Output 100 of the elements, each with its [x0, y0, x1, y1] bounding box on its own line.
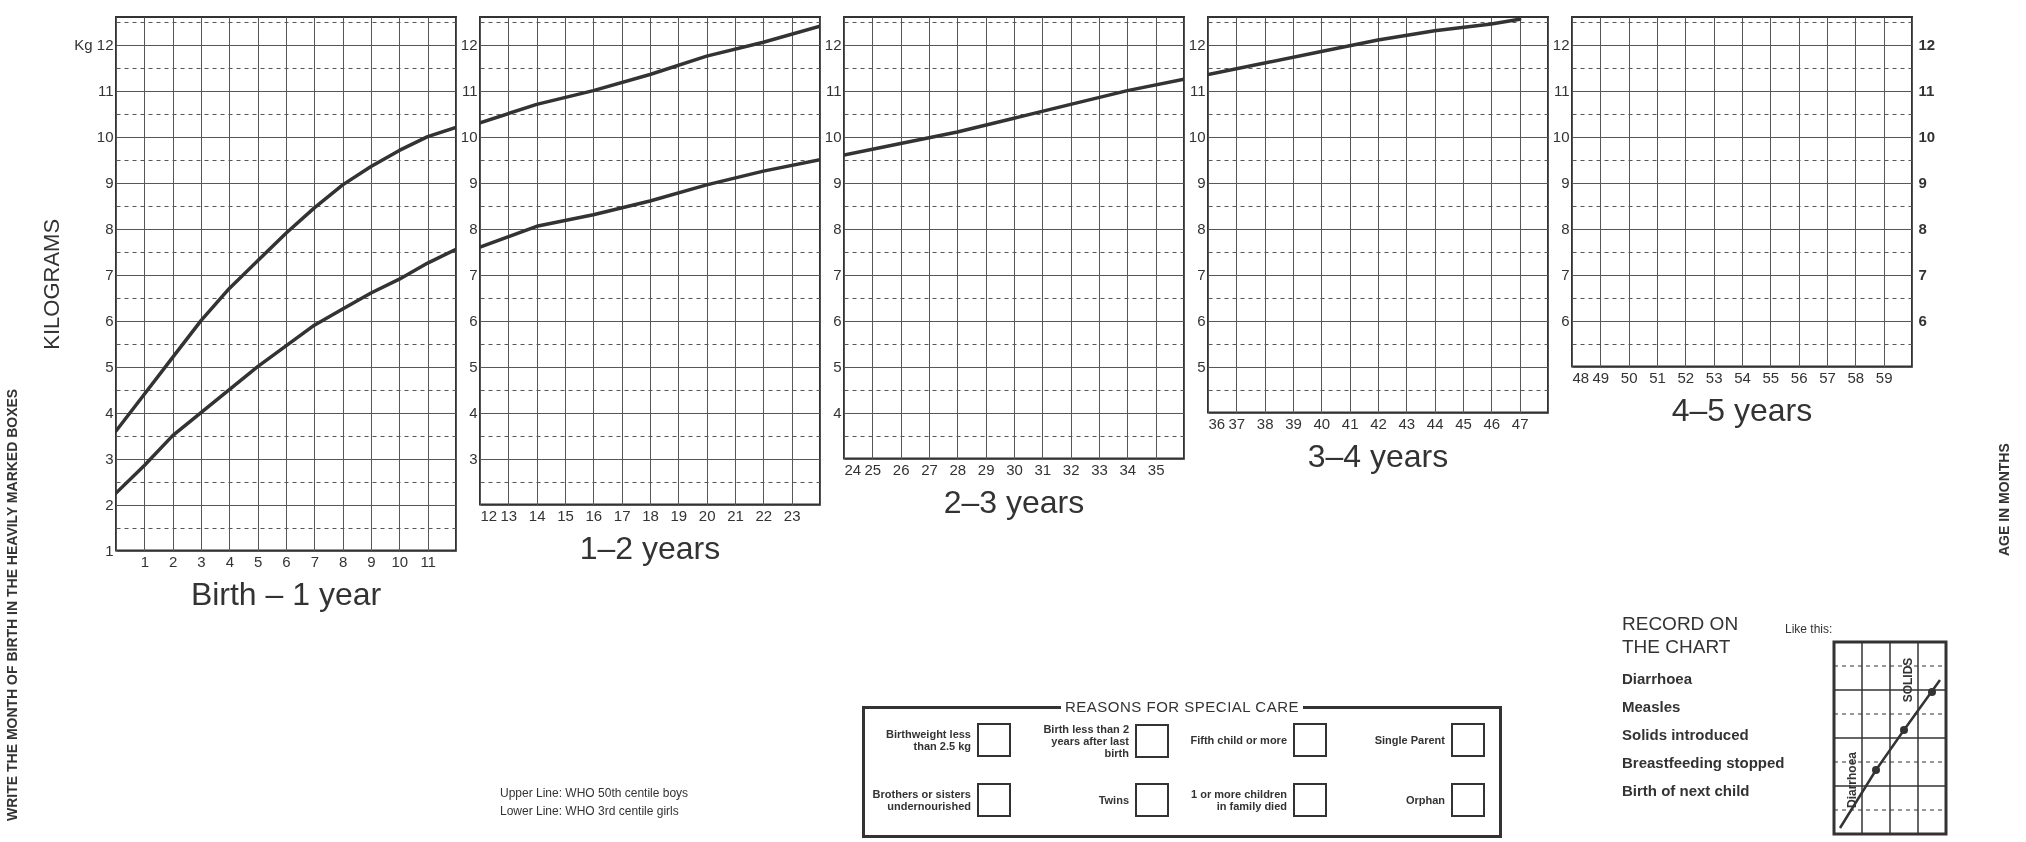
y-tick-label: 4: [469, 404, 478, 422]
x-tick-label: 59: [1875, 369, 1893, 387]
x-tick-label: 1: [140, 553, 150, 571]
y-tick-label: 10: [1552, 128, 1570, 146]
y2-tick-label: 11: [1918, 82, 1935, 100]
y-tick-label: 2: [105, 496, 114, 514]
example-chart-sketch: Diarrhoea SOLIDS: [1832, 640, 1948, 836]
x-tick-label: 41: [1341, 415, 1359, 433]
y-tick-label: 3: [105, 450, 114, 468]
text: 1 or more children in family died: [1190, 788, 1287, 812]
x-tick-label: 4: [225, 553, 235, 571]
x-tick-label: 15: [557, 507, 574, 525]
y-tick-label: 3: [469, 450, 478, 468]
y-tick-label: 7: [1561, 266, 1570, 284]
x-tick-label: 37: [1228, 415, 1246, 433]
y-tick-label: 11: [461, 82, 478, 100]
x-tick-label: 53: [1705, 369, 1723, 387]
x-tick-label: 56: [1790, 369, 1808, 387]
y-tick-label: 10: [1188, 128, 1206, 146]
y-tick-label: 9: [469, 174, 478, 192]
x-tick-label: 50: [1620, 369, 1638, 387]
text: RECORD ON THE CHART: [1622, 612, 1740, 658]
x-tick-label: 38: [1256, 415, 1274, 433]
text: Upper Line: WHO 50th centile boys: [500, 786, 689, 800]
x-tick-label: 32: [1062, 461, 1080, 479]
y2-tick-label: 10: [1918, 128, 1936, 146]
text: WRITE THE MONTH OF BIRTH IN THE HEAVILY MARKED BOXES: [4, 387, 21, 824]
x-tick-label: 14: [528, 507, 546, 525]
y-tick-label: 7: [469, 266, 478, 284]
x-tick-label: 49: [1592, 369, 1610, 387]
x-tick-label: 23: [783, 507, 801, 525]
x-tick-label: 18: [642, 507, 659, 525]
y-tick-label: 11: [1553, 82, 1570, 100]
y-tick-label: 7: [833, 266, 842, 284]
text: Orphan: [1404, 794, 1445, 806]
y-tick-label: 12: [1188, 36, 1206, 54]
y2-tick-label: 12: [1918, 36, 1936, 54]
text: Measles: [1622, 698, 1681, 715]
text: Like this:: [1785, 622, 1833, 636]
text: Lower Line: WHO 3rd centile girls: [500, 804, 679, 818]
y-tick-label: 6: [105, 312, 114, 330]
x-tick-label: 54: [1734, 369, 1751, 387]
x-tick-label: 28: [949, 461, 967, 479]
text: Birthweight less than 2.5 kg: [885, 728, 971, 752]
y-tick-label: 11: [825, 82, 842, 100]
x-tick-label: 29: [977, 461, 995, 479]
x-tick-label: 25: [864, 461, 882, 479]
y-tick-label: 9: [1197, 174, 1206, 192]
text: Birth of next child: [1622, 782, 1750, 799]
y2-tick-label: 9: [1918, 174, 1927, 192]
text: Birth less than 2 years after last birth: [1042, 723, 1129, 759]
x-tick-label: 47: [1511, 415, 1529, 433]
text: 1–2 years: [579, 529, 721, 566]
x-tick-label: 16: [585, 507, 603, 525]
text: Single Parent: [1373, 734, 1445, 746]
y-tick-label: 12: [824, 36, 842, 54]
x-tick-label: 10: [391, 553, 409, 571]
y-tick-label: 6: [1561, 312, 1570, 330]
text: 3–4 years: [1307, 437, 1449, 474]
x-tick-label: 43: [1398, 415, 1416, 433]
x-tick-label: 31: [1034, 461, 1052, 479]
x-tick-label: 12: [480, 507, 498, 525]
y-tick-label: 5: [1197, 358, 1206, 376]
text: Brothers or sisters undernourished: [871, 788, 971, 812]
y-tick-label: 8: [833, 220, 842, 238]
y-tick-label: 7: [1197, 266, 1206, 284]
text: REASONS FOR SPECIAL CARE: [1061, 698, 1303, 715]
y-tick-label: 8: [469, 220, 478, 238]
y-tick-label: 10: [460, 128, 478, 146]
y-tick-label: 11: [97, 82, 114, 100]
y-tick-label: 6: [1197, 312, 1206, 330]
x-tick-label: 8: [338, 553, 348, 571]
text: 2–3 years: [943, 483, 1085, 520]
text: 4–5 years: [1671, 391, 1813, 428]
x-tick-label: 36: [1208, 415, 1226, 433]
text: Breastfeeding stopped: [1622, 754, 1785, 771]
y-tick-label: 6: [833, 312, 842, 330]
y-tick-label: Kg 12: [74, 36, 114, 54]
x-tick-label: 21: [727, 507, 744, 525]
x-tick-label: 19: [670, 507, 688, 525]
y-tick-label: 5: [105, 358, 114, 376]
x-tick-label: 7: [310, 553, 319, 571]
y2-tick-label: 6: [1918, 312, 1927, 330]
x-tick-label: 33: [1091, 461, 1108, 479]
text: AGE IN MONTHS: [1996, 442, 2012, 559]
y-tick-label: 9: [105, 174, 114, 192]
x-tick-label: 5: [253, 553, 263, 571]
y-axis-title: KILOGRAMS: [39, 218, 65, 350]
y-tick-label: 11: [1189, 82, 1206, 100]
text: Twins: [1097, 794, 1129, 806]
x-tick-label: 24: [844, 461, 862, 479]
x-tick-label: 13: [500, 507, 518, 525]
x-tick-label: 2: [169, 553, 178, 571]
x-tick-label: 40: [1313, 415, 1331, 433]
x-tick-label: 35: [1147, 461, 1165, 479]
x-tick-label: 11: [420, 553, 436, 571]
x-tick-label: 3: [197, 553, 206, 571]
x-tick-label: 46: [1483, 415, 1501, 433]
y-tick-label: 8: [1561, 220, 1570, 238]
x-tick-label: 6: [282, 553, 291, 571]
